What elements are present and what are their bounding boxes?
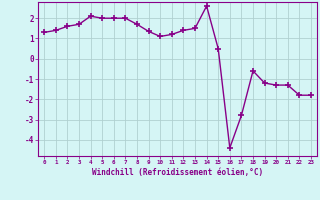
X-axis label: Windchill (Refroidissement éolien,°C): Windchill (Refroidissement éolien,°C): [92, 168, 263, 177]
